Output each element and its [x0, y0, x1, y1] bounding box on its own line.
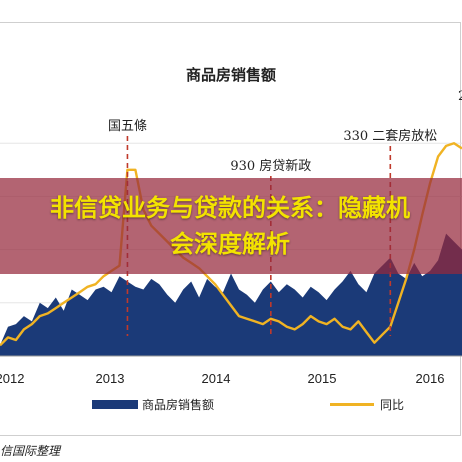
- x-tick-label-2013: 2013: [96, 371, 125, 386]
- annotation-label-2: 330 二套房放松: [343, 128, 437, 144]
- legend-label-yoy: 同比: [380, 398, 405, 412]
- legend-label-sales: 商品房销售额: [142, 398, 215, 412]
- overlay-title: 非信贷业务与贷款的关系：隐藏机会深度解析: [50, 194, 410, 258]
- annotation-label-0: 国五條: [108, 119, 147, 134]
- series-area-sales: [0, 233, 462, 356]
- source-note: 信国际整理: [0, 444, 61, 458]
- legend-swatch-area: [92, 400, 138, 409]
- chart-title: 商品房销售额: [185, 66, 276, 84]
- legend-swatch-line: [330, 403, 374, 406]
- annotation-label-3: 2016 囯: [458, 89, 462, 104]
- x-tick-label-2015: 2015: [308, 371, 337, 386]
- x-tick-label-2014: 2014: [202, 371, 231, 386]
- series-line-yoy: [0, 142, 462, 347]
- legend: 商品房销售额 同比: [0, 396, 462, 416]
- x-tick-label-2016: 2016: [416, 371, 445, 386]
- annotation-label-1: 930 房贷新政: [230, 158, 311, 174]
- x-tick-label-2012: 2012: [0, 371, 24, 386]
- overlay-banner: [0, 178, 462, 274]
